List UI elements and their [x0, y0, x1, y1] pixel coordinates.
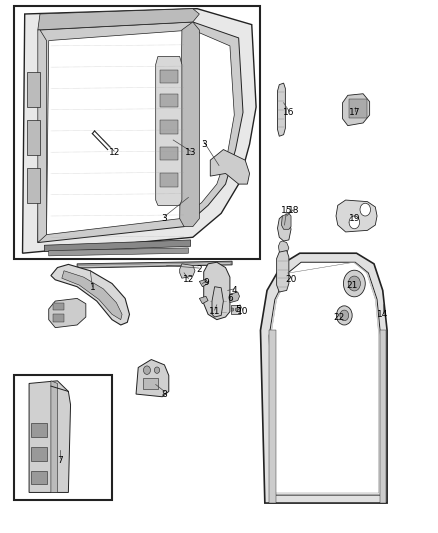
Polygon shape: [336, 200, 377, 232]
Polygon shape: [160, 120, 177, 134]
Polygon shape: [282, 213, 291, 229]
Polygon shape: [210, 150, 250, 184]
Polygon shape: [231, 305, 240, 314]
Text: 12: 12: [183, 275, 194, 284]
Text: 3: 3: [201, 140, 207, 149]
Circle shape: [343, 270, 365, 297]
Polygon shape: [29, 381, 71, 492]
Polygon shape: [51, 381, 57, 492]
Polygon shape: [269, 330, 276, 503]
Polygon shape: [38, 30, 46, 243]
Text: 16: 16: [283, 108, 295, 117]
Text: 1: 1: [89, 283, 95, 292]
Polygon shape: [77, 261, 232, 268]
Text: 11: 11: [209, 307, 220, 316]
Text: 18: 18: [287, 206, 299, 215]
Polygon shape: [49, 298, 86, 328]
Polygon shape: [278, 216, 291, 241]
Text: 12: 12: [109, 148, 120, 157]
Text: 4: 4: [231, 286, 237, 295]
Circle shape: [336, 306, 352, 325]
Polygon shape: [155, 56, 182, 205]
Text: 2: 2: [197, 265, 202, 273]
Text: 22: 22: [333, 312, 345, 321]
Polygon shape: [27, 72, 40, 107]
Polygon shape: [49, 248, 188, 256]
Polygon shape: [27, 120, 40, 155]
Polygon shape: [38, 9, 199, 30]
Circle shape: [349, 216, 360, 229]
Text: 19: 19: [349, 214, 360, 223]
Polygon shape: [53, 303, 64, 310]
Polygon shape: [160, 147, 177, 160]
Circle shape: [144, 366, 150, 374]
Polygon shape: [180, 22, 199, 227]
Text: 13: 13: [185, 148, 196, 157]
Polygon shape: [31, 423, 46, 437]
Circle shape: [154, 367, 159, 373]
Polygon shape: [38, 22, 243, 243]
Text: 7: 7: [57, 456, 63, 465]
Text: 10: 10: [237, 307, 249, 316]
Polygon shape: [53, 314, 64, 322]
Polygon shape: [51, 264, 130, 325]
Polygon shape: [269, 262, 381, 495]
Text: 5: 5: [236, 304, 241, 313]
Polygon shape: [44, 240, 191, 252]
Circle shape: [360, 203, 371, 216]
Polygon shape: [160, 70, 177, 83]
Polygon shape: [160, 94, 177, 107]
Polygon shape: [22, 9, 256, 253]
Polygon shape: [136, 360, 169, 397]
Circle shape: [348, 276, 360, 291]
Polygon shape: [46, 30, 234, 235]
Polygon shape: [230, 292, 240, 303]
Polygon shape: [380, 330, 386, 503]
Polygon shape: [31, 471, 46, 484]
Polygon shape: [160, 173, 177, 187]
Text: 14: 14: [377, 310, 389, 319]
Polygon shape: [349, 99, 367, 118]
Polygon shape: [199, 296, 208, 304]
Text: 15: 15: [281, 206, 293, 215]
Polygon shape: [343, 94, 370, 126]
Polygon shape: [261, 253, 387, 503]
Text: 17: 17: [349, 108, 360, 117]
Circle shape: [231, 308, 234, 311]
Polygon shape: [143, 378, 158, 389]
Polygon shape: [31, 447, 46, 461]
Text: 6: 6: [227, 294, 233, 303]
Text: 3: 3: [162, 214, 167, 223]
Polygon shape: [278, 83, 286, 136]
Polygon shape: [279, 241, 289, 254]
Text: 8: 8: [162, 390, 167, 399]
Text: 20: 20: [285, 275, 297, 284]
Polygon shape: [27, 168, 40, 203]
Circle shape: [235, 308, 238, 311]
Polygon shape: [212, 287, 223, 317]
Text: 9: 9: [203, 278, 209, 287]
Text: 21: 21: [346, 280, 358, 289]
Polygon shape: [277, 251, 289, 292]
Polygon shape: [199, 279, 208, 287]
Polygon shape: [180, 264, 195, 278]
Polygon shape: [204, 262, 230, 320]
Circle shape: [340, 310, 349, 321]
Polygon shape: [62, 271, 122, 320]
